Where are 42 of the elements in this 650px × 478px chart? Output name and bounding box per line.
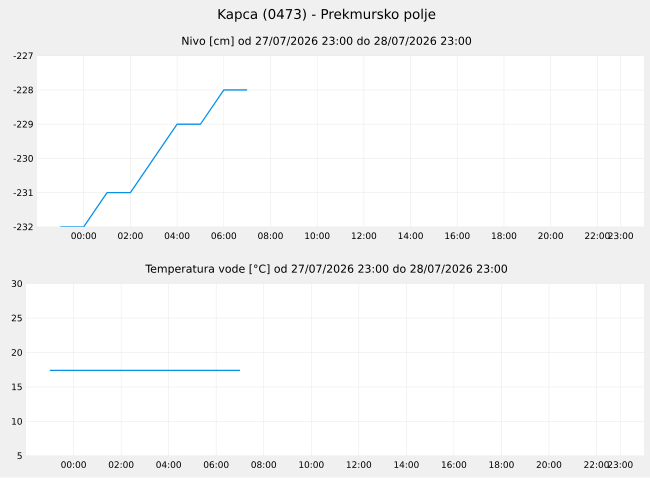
chart-title: Kapca (0473) - Prekmursko polje (218, 8, 436, 22)
x-tick-label: 23:00 (608, 461, 633, 468)
x-tick-label: 22:00 (585, 232, 610, 240)
y-tick-label: 25 (12, 314, 22, 322)
y-tick-label: -230 (14, 155, 33, 162)
x-tick-label: 10:00 (305, 232, 330, 240)
y-tick-label: -228 (14, 86, 33, 94)
x-tick-label: 08:00 (258, 232, 283, 240)
x-tick-label: 04:00 (156, 461, 181, 468)
x-tick-label: 18:00 (489, 461, 514, 468)
y-tick-label: 5 (18, 452, 22, 460)
x-tick-label: 06:00 (204, 461, 229, 468)
x-tick-label: 02:00 (108, 461, 134, 468)
x-tick-label: 02:00 (118, 232, 143, 240)
x-tick-label: 06:00 (211, 232, 236, 240)
y-tick-label: 10 (12, 418, 22, 425)
x-tick-label: 20:00 (536, 461, 562, 468)
chart-subtitle: Nivo [cm] od 27/07/2026 23:00 do 28/07/2026 23:00 (182, 36, 472, 46)
y-tick-label: -229 (14, 120, 33, 128)
y-tick-label: -232 (14, 224, 33, 230)
x-tick-label: 12:00 (346, 461, 372, 468)
x-tick-label: 10:00 (299, 461, 324, 468)
x-tick-label: 14:00 (398, 232, 423, 240)
y-tick-label: -227 (14, 52, 33, 60)
x-tick-label: 16:00 (445, 232, 470, 240)
x-tick-label: 20:00 (538, 232, 563, 240)
y-tick-label: -231 (14, 189, 33, 196)
x-tick-label: 12:00 (352, 232, 376, 240)
line-series (60, 89, 248, 228)
x-tick-label: 14:00 (394, 461, 419, 468)
x-tick-label: 00:00 (61, 461, 86, 468)
x-tick-label: 04:00 (164, 232, 190, 240)
y-tick-label: 30 (12, 280, 22, 288)
x-tick-label: 00:00 (71, 232, 96, 240)
x-tick-label: 23:00 (608, 232, 633, 240)
x-tick-label: 08:00 (251, 461, 276, 468)
y-tick-label: 20 (12, 349, 22, 356)
x-tick-label: 18:00 (492, 232, 516, 240)
x-tick-label: 22:00 (584, 461, 609, 468)
chart-title: Temperatura vode [°C] od 27/07/2026 23:00 do 28/07/2026 23:00 (145, 264, 508, 276)
y-tick-label: 15 (12, 384, 22, 390)
x-tick-label: 16:00 (442, 461, 466, 468)
